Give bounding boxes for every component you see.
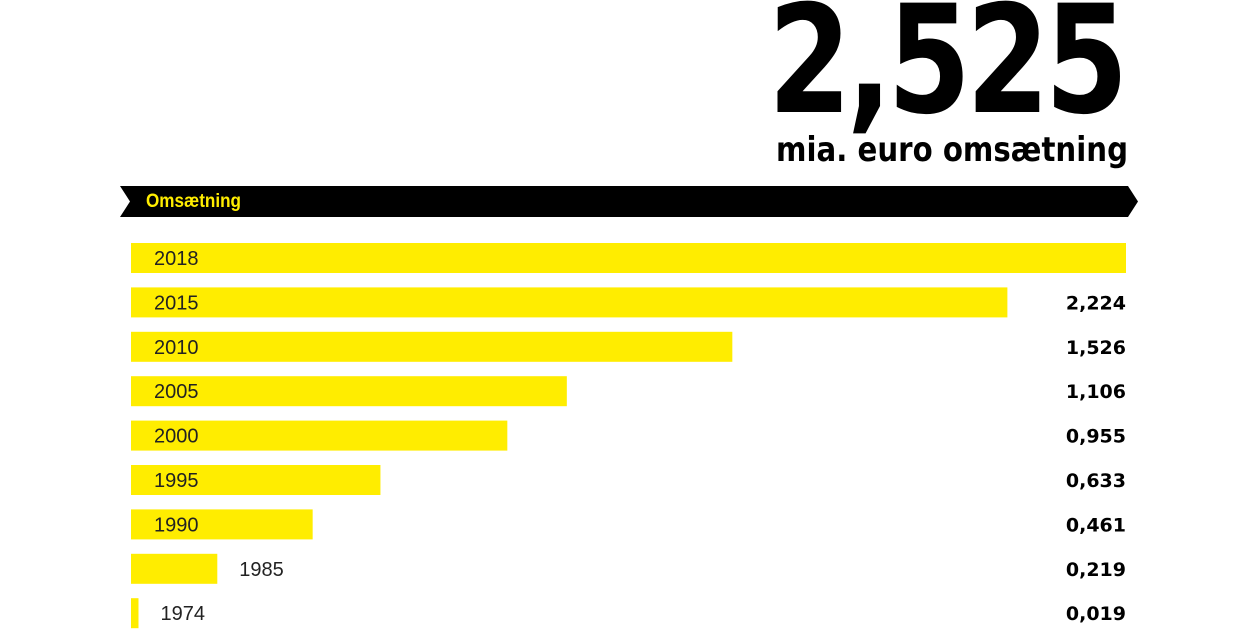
year-label-2005: 2005 [154, 381, 199, 403]
bar-1985 [131, 553, 218, 584]
value-label-1985: 0,219 [1066, 559, 1126, 581]
value-label-2000: 0,955 [1066, 426, 1126, 448]
year-label-1990: 1990 [154, 514, 199, 536]
bar-2000 [131, 420, 508, 451]
headline-value: 2,525 [768, 0, 1128, 148]
bar-1995 [131, 465, 381, 495]
year-label-1995: 1995 [154, 470, 199, 492]
bar-2018 [131, 243, 1126, 273]
value-label-1995: 0,633 [1066, 470, 1126, 492]
value-label-2015: 2,224 [1066, 292, 1126, 314]
bar-2015 [131, 287, 1008, 318]
headline-unit: mia. euro omsætning [776, 130, 1129, 170]
year-label-1974: 1974 [160, 603, 205, 625]
year-label-1985: 1985 [239, 559, 284, 581]
banner-label: Omsætning [146, 191, 242, 212]
bar-1990 [131, 509, 313, 540]
value-label-1990: 0,461 [1066, 514, 1126, 536]
section-banner [120, 186, 1138, 217]
value-label-1974: 0,019 [1066, 603, 1126, 625]
banner-arrow-shape [120, 186, 1138, 217]
value-label-2005: 1,106 [1066, 381, 1126, 403]
bar-2010 [131, 331, 733, 362]
year-label-2015: 2015 [154, 292, 199, 314]
year-label-2000: 2000 [154, 426, 199, 448]
year-label-2010: 2010 [154, 337, 199, 359]
value-label-2010: 1,526 [1066, 337, 1126, 359]
year-label-2018: 2018 [154, 248, 199, 270]
bar-1974 [131, 598, 139, 629]
bar-2005 [131, 376, 567, 407]
